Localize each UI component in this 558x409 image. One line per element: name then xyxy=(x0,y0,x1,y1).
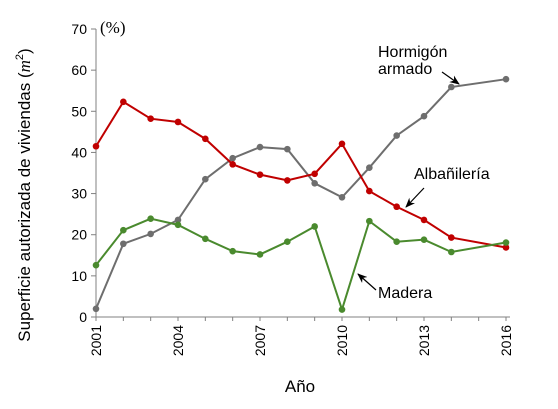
data-point xyxy=(420,216,428,224)
y-tick-label: 30 xyxy=(71,186,87,202)
data-point xyxy=(202,135,209,143)
y-tick-label: 10 xyxy=(71,268,87,284)
y-tick-label: 40 xyxy=(71,144,87,160)
series-1 xyxy=(92,98,510,251)
data-point xyxy=(229,161,236,168)
unit-label: (%) xyxy=(100,18,125,37)
data-point xyxy=(256,143,264,151)
data-point xyxy=(92,261,100,269)
data-point xyxy=(120,240,127,248)
data-point xyxy=(502,244,510,251)
annotation-arrow xyxy=(441,71,460,85)
data-point xyxy=(229,247,236,255)
x-tick-label: 2001 xyxy=(88,325,104,356)
data-point xyxy=(420,236,428,243)
data-point xyxy=(366,164,373,171)
data-point xyxy=(284,145,291,153)
series-label: Madera xyxy=(378,285,432,302)
series-line xyxy=(95,78,507,310)
data-point xyxy=(202,235,209,243)
data-point xyxy=(120,98,127,106)
y-tick-label: 20 xyxy=(71,227,87,243)
x-tick-label: 2007 xyxy=(252,325,268,356)
series-label: Hormigón xyxy=(378,44,447,61)
data-point xyxy=(174,118,182,126)
data-point xyxy=(420,112,428,120)
data-point xyxy=(311,223,318,230)
data-point xyxy=(338,140,346,148)
data-point xyxy=(92,142,100,150)
data-point xyxy=(229,154,236,162)
data-point xyxy=(502,239,510,246)
y-tick-label: 70 xyxy=(71,21,87,37)
data-point xyxy=(92,305,100,313)
x-tick-label: 2004 xyxy=(170,325,186,356)
data-point xyxy=(147,115,154,122)
data-point xyxy=(311,179,318,187)
data-point xyxy=(338,193,346,201)
data-point xyxy=(256,171,264,178)
y-tick-label: 50 xyxy=(71,103,87,119)
x-axis-title: Año xyxy=(285,377,315,396)
y-axis-title: Superficie autorizada de viviendas (m2) xyxy=(14,48,34,341)
data-point xyxy=(393,132,400,139)
data-point xyxy=(448,83,455,91)
series-label: Albañilería xyxy=(414,166,490,183)
data-point xyxy=(311,170,318,178)
y-axis-title-exponent: 2 xyxy=(14,54,26,60)
plot-area: 0 10 20 30 40 50 60 70 2001 2004 2007 2010 2013 2016… xyxy=(71,21,514,356)
y-axis-ticks: 0 10 20 30 40 50 60 70 xyxy=(71,21,96,325)
y-axis-title-unit: m xyxy=(15,60,34,72)
data-point xyxy=(120,226,127,234)
data-point xyxy=(448,234,455,241)
data-point xyxy=(502,75,510,83)
data-point xyxy=(393,203,400,211)
x-axis-ticks: 2001 2004 2007 2010 2013 2016 xyxy=(88,317,514,356)
data-point xyxy=(393,238,400,246)
data-point xyxy=(284,177,291,184)
series-2 xyxy=(92,215,510,313)
series-0 xyxy=(92,75,510,313)
series-layer xyxy=(92,75,510,313)
data-point xyxy=(202,175,209,183)
series-label: armado xyxy=(378,61,432,78)
data-point xyxy=(147,215,154,222)
x-tick-label: 2013 xyxy=(416,325,432,356)
data-point xyxy=(174,221,182,229)
data-point xyxy=(174,216,182,224)
data-point xyxy=(366,217,373,225)
data-point xyxy=(366,187,373,195)
annotation-arrow xyxy=(405,187,425,208)
y-axis-title-text: Superficie autorizada de viviendas ( xyxy=(15,72,34,342)
y-axis-title-close: ) xyxy=(15,48,34,54)
y-tick-label: 60 xyxy=(71,62,87,78)
y-tick-label: 0 xyxy=(79,309,87,325)
data-point xyxy=(256,251,264,258)
data-point xyxy=(147,230,154,238)
annotation-arrow xyxy=(357,273,377,291)
data-point xyxy=(338,306,346,313)
data-point xyxy=(448,248,455,256)
x-tick-label: 2016 xyxy=(498,325,514,356)
x-tick-label: 2010 xyxy=(334,325,350,356)
data-point xyxy=(284,238,291,246)
